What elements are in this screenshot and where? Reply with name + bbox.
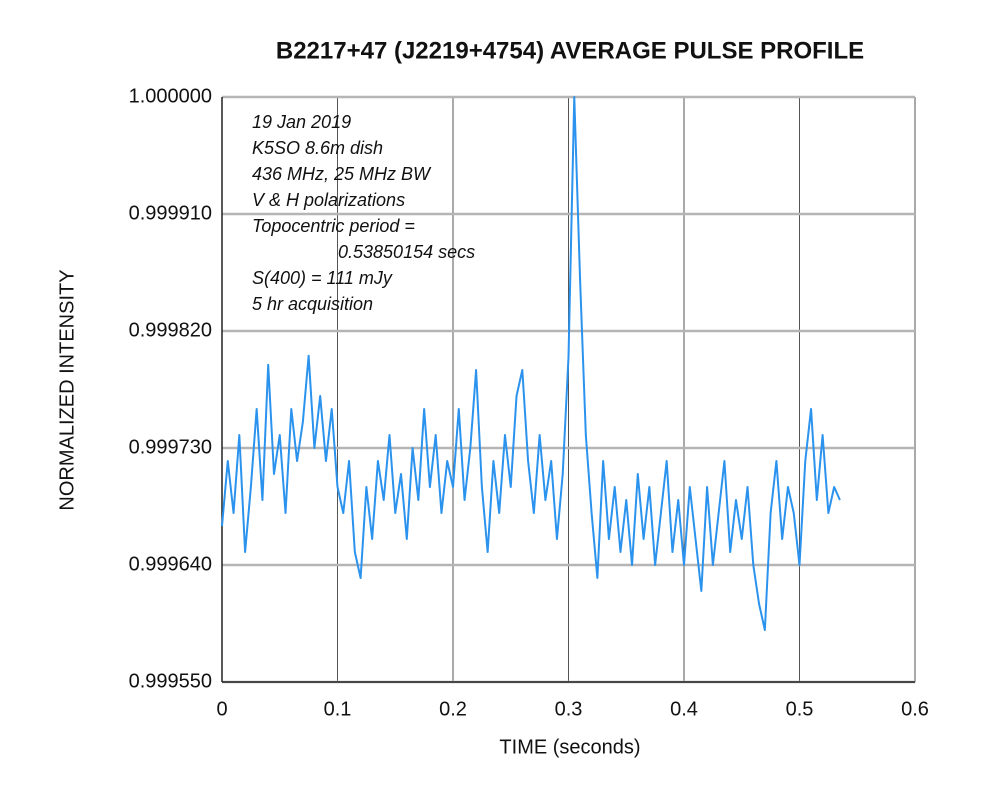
x-axis-label: TIME (seconds) [499,736,640,758]
annotation-line: 436 MHz, 25 MHz BW [252,164,432,184]
y-axis-label: NORMALIZED INTENSITY [56,269,78,510]
x-tick-label: 0.1 [324,698,352,720]
chart-title: B2217+47 (J2219+4754) AVERAGE PULSE PROF… [276,37,864,64]
plot-area: 0 0.1 0.2 0.3 0.4 0.5 0.6 0.999550 0.999640 0.999… [129,85,929,720]
annotation-line: Topocentric period = [252,216,415,236]
annotation-line: 19 Jan 2019 [252,112,351,132]
y-tick-label: 0.999820 [129,319,212,341]
annotation: 19 Jan 2019 K5SO 8.6m dish 436 MHz, 25 M… [252,112,475,314]
data-line [221,96,841,631]
x-tick-label: 0.3 [555,698,583,720]
annotation-line: K5SO 8.6m dish [252,138,383,158]
y-tick-label: 0.999910 [129,202,212,224]
annotation-line: 0.53850154 secs [338,242,475,262]
y-tick-label: 0.999550 [129,670,212,692]
annotation-line: V & H polarizations [252,190,405,210]
x-tick-label: 0 [216,698,227,720]
x-tick-label: 0.4 [670,698,698,720]
y-tick-label: 0.999730 [129,436,212,458]
annotation-line: 5 hr acquisition [252,294,373,314]
y-tick-label: 0.999640 [129,553,212,575]
x-tick-label: 0.5 [786,698,814,720]
annotation-line: S(400) = 111 mJy [252,268,393,288]
x-tick-label: 0.2 [439,698,467,720]
x-tick-label: 0.6 [901,698,929,720]
y-tick-label: 1.000000 [129,85,212,107]
